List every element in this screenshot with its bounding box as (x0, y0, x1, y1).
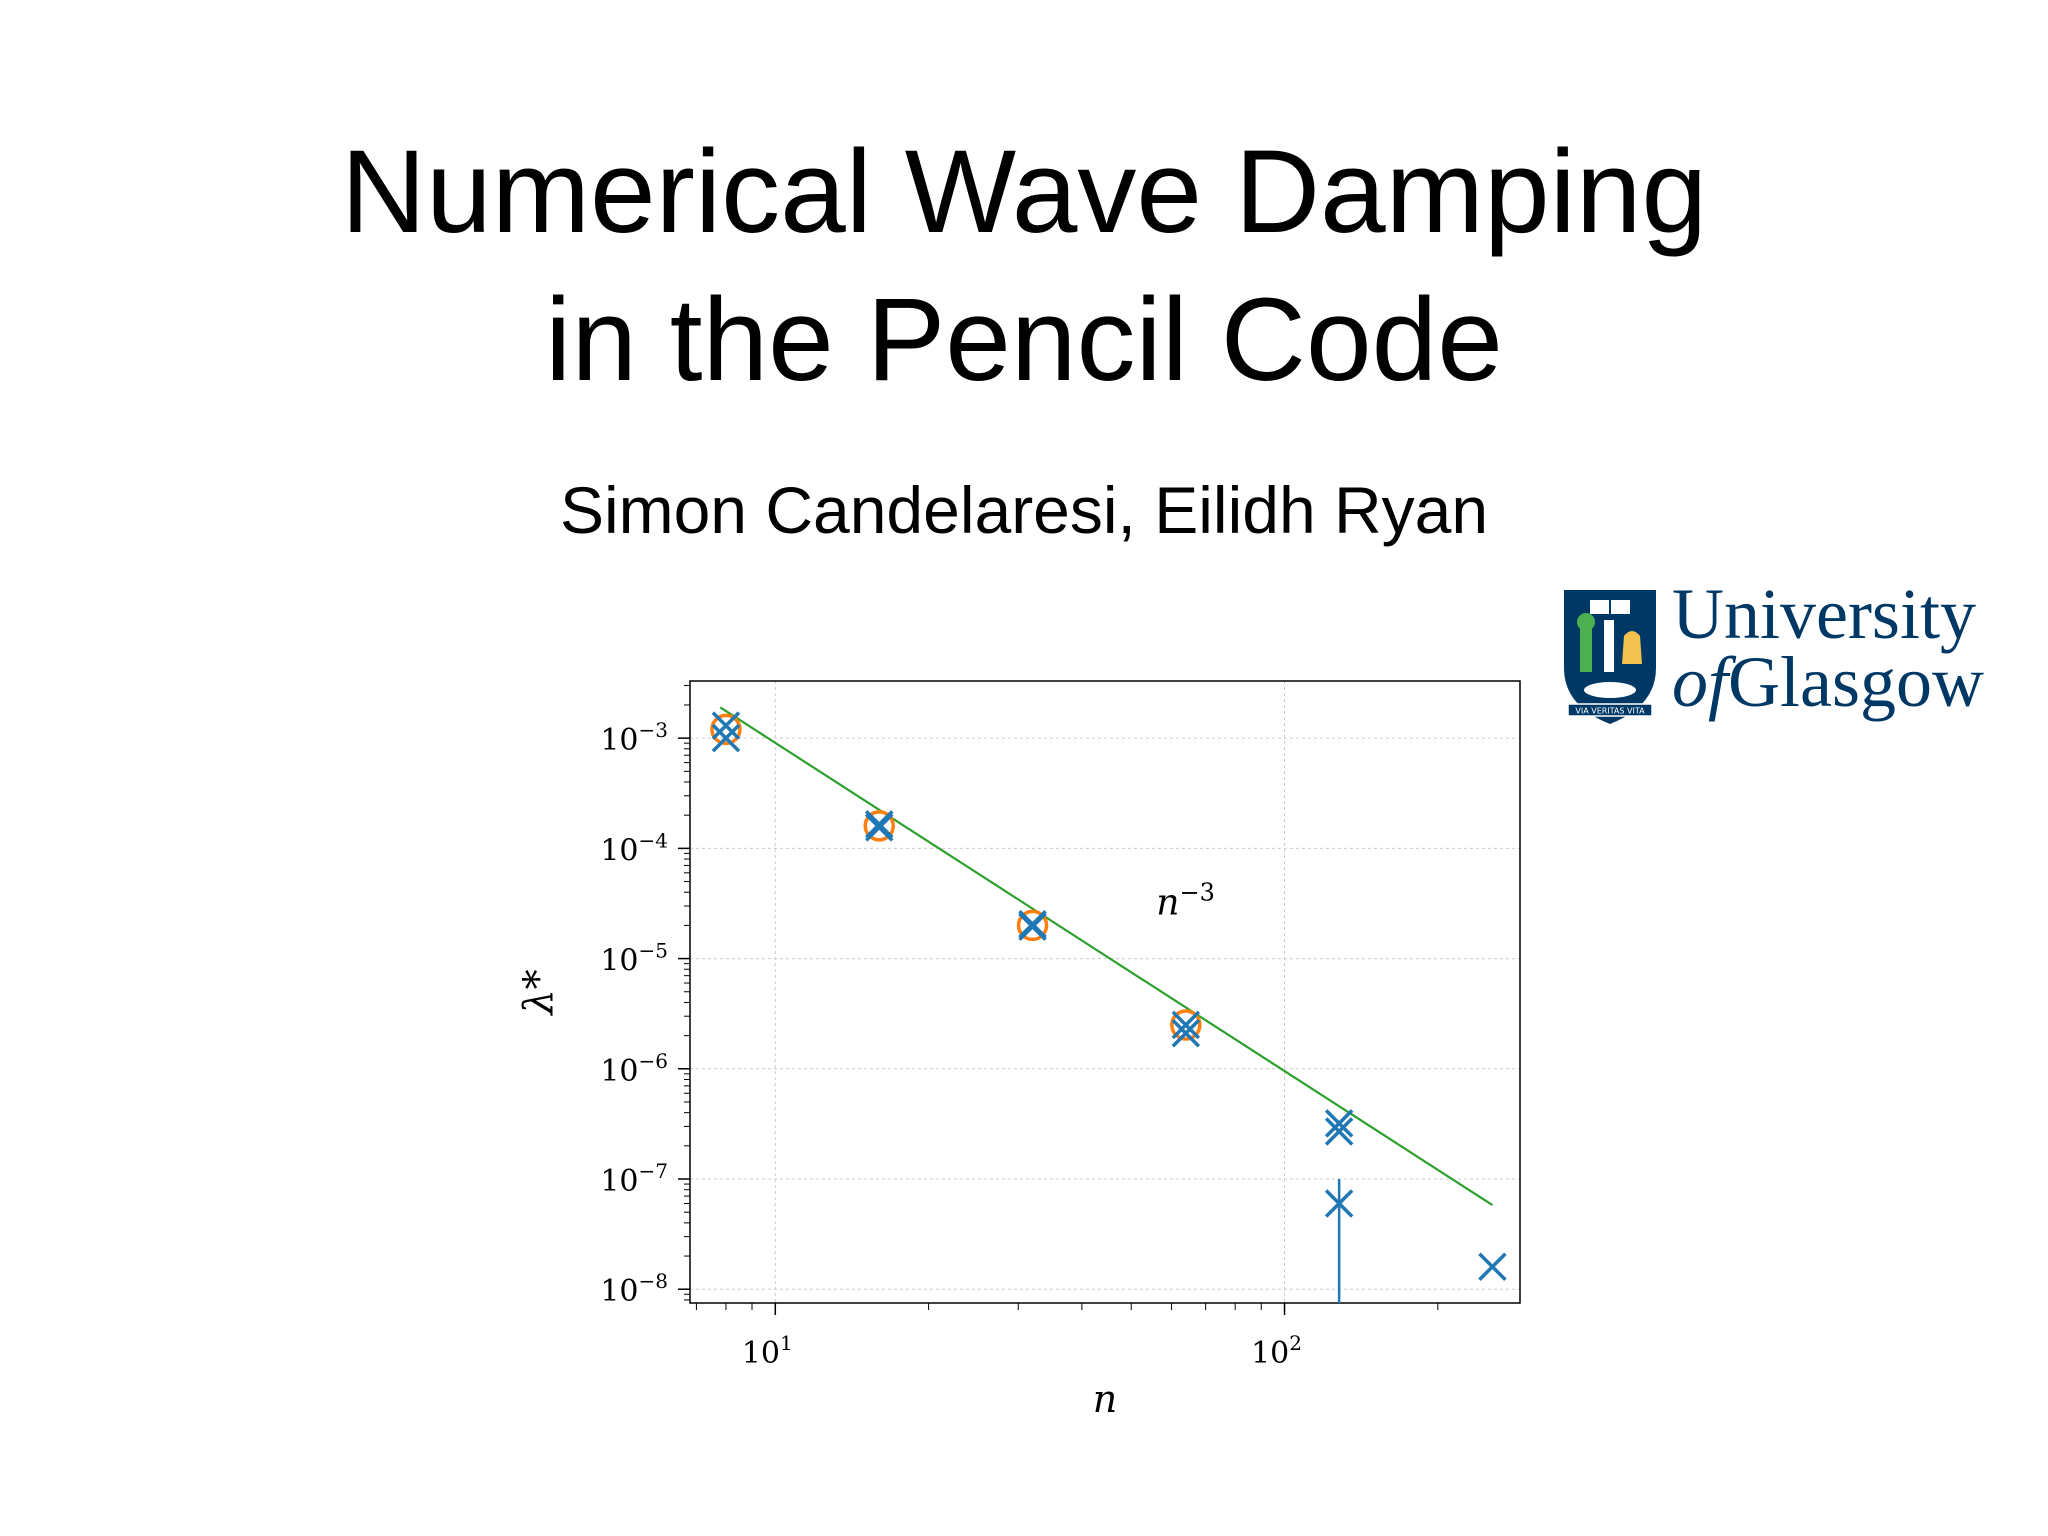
cross-marker (711, 723, 741, 753)
y-tick-label: 10−3 (600, 718, 668, 758)
logo-line-2-prefix: of (1672, 642, 1729, 722)
y-tick-exponent: −6 (639, 1049, 668, 1073)
annotation-exponent: −3 (1179, 879, 1214, 907)
x-tick-base: 10 (742, 1336, 780, 1371)
authors: Simon Candelaresi, Eilidh Ryan (559, 473, 1489, 547)
x-tick-label: 101 (742, 1331, 793, 1371)
circle-marker (710, 713, 742, 746)
university-crest-icon: VIA VERITAS VITA (1564, 590, 1656, 724)
y-tick-base: 10 (600, 1054, 638, 1089)
fit-line-n-minus-3 (719, 706, 1494, 1207)
y-tick-exponent: −8 (639, 1269, 668, 1293)
slope-annotation: n−3 (1156, 879, 1215, 924)
y-tick-label: 10−8 (600, 1269, 668, 1309)
y-tick-exponent: −3 (639, 718, 668, 742)
y-tick-base: 10 (600, 1164, 638, 1199)
grid-lines (690, 681, 1520, 1303)
cross-marker (1018, 912, 1047, 941)
y-tick-base: 10 (600, 833, 638, 868)
cross-marker (1324, 1189, 1354, 1218)
y-tick-label: 10−7 (600, 1159, 668, 1199)
x-tick-exponent: 1 (780, 1331, 793, 1355)
circle-marker (1170, 1009, 1202, 1041)
cross-marker (711, 711, 741, 740)
cross-marker (1478, 1252, 1507, 1281)
university-logo: VIA VERITAS VITA University ofGlasgow (1560, 578, 2010, 736)
annotation-base: n (1156, 883, 1179, 924)
cross-marker (1171, 1010, 1201, 1040)
y-tick-exponent: −7 (639, 1159, 668, 1183)
y-tick-label: 10−6 (600, 1049, 668, 1089)
title-line-1: Numerical Wave Damping (340, 126, 1708, 258)
slide-title: Numerical Wave Damping in the Pencil Cod… (0, 118, 2048, 414)
cross-marker (1324, 1117, 1354, 1146)
x-axis-label: n (1093, 1377, 1117, 1421)
y-tick-base: 10 (600, 723, 638, 758)
data-marks (710, 706, 1507, 1303)
y-tick-base: 10 (600, 1274, 638, 1309)
cross-marker (865, 810, 894, 839)
x-tick-exponent: 2 (1289, 1331, 1302, 1355)
cross-marker (1324, 1109, 1354, 1138)
cross-marker (865, 813, 894, 842)
y-tick-base: 10 (600, 944, 638, 979)
logo-line-2-name: Glasgow (1728, 642, 1984, 722)
x-tick-label: 102 (1251, 1331, 1302, 1371)
y-tick-label: 10−4 (600, 828, 668, 868)
y-axis-label: λ* (516, 969, 562, 1016)
axis-ticks (678, 685, 1439, 1315)
y-tick-exponent: −4 (639, 828, 668, 852)
logo-wordmark: University ofGlasgow (1672, 574, 1984, 718)
plot-frame (689, 680, 1521, 1304)
circle-marker (863, 810, 895, 842)
logo-line-2: ofGlasgow (1672, 646, 1984, 718)
y-tick-label: 10−5 (600, 939, 668, 979)
logo-motto: VIA VERITAS VITA (1575, 707, 1645, 716)
y-tick-exponent: −5 (639, 939, 668, 963)
circle-marker (1016, 909, 1049, 942)
logo-line-1: University (1672, 574, 1976, 654)
x-tick-base: 10 (1251, 1336, 1289, 1371)
cross-marker (1171, 1019, 1201, 1048)
title-line-2: in the Pencil Code (545, 274, 1503, 406)
